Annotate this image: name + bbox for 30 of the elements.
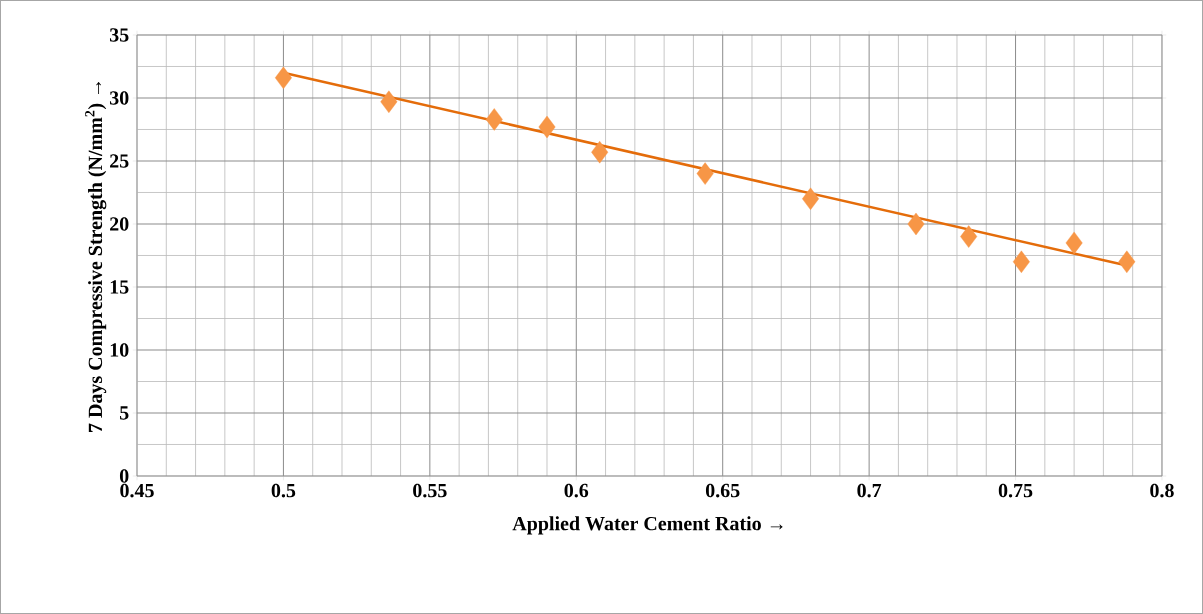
y-tick-label: 30 [109,91,129,105]
point [380,90,398,113]
x-tick-label: 0.75 [998,483,1033,498]
x-tick-label: 0.7 [857,483,882,498]
point [274,66,292,90]
x-axis-title: Applied Water Cement Ratio → [512,516,783,535]
y-tick-label: 15 [110,280,129,294]
x-tick-label: 0.55 [413,483,447,498]
y-tick-label: 5 [120,406,129,420]
x-tick-label: 0.65 [705,483,740,498]
point [907,212,925,236]
point [591,140,609,164]
x-tick-label: 0.6 [564,483,589,498]
point [696,162,714,185]
x-tick-label: 0.45 [120,483,154,498]
point [538,115,556,139]
x-tick-label: 0.8 [1150,483,1174,498]
point [485,108,503,131]
point [1118,250,1136,273]
point [960,225,978,248]
y-tick-label: 0 [119,469,129,483]
y-tick-label: 10 [110,343,129,357]
y-tick-label: 20 [110,217,129,231]
x-tick-label: 0.5 [271,483,296,498]
y-axis-title: 7 Days Compressive Strength (N/mm$^{2}$) → [85,82,107,432]
point [1012,250,1030,273]
y-tick-label: 25 [110,154,129,168]
point [1065,231,1083,255]
y-tick-label: 35 [109,28,129,42]
point [802,187,819,210]
